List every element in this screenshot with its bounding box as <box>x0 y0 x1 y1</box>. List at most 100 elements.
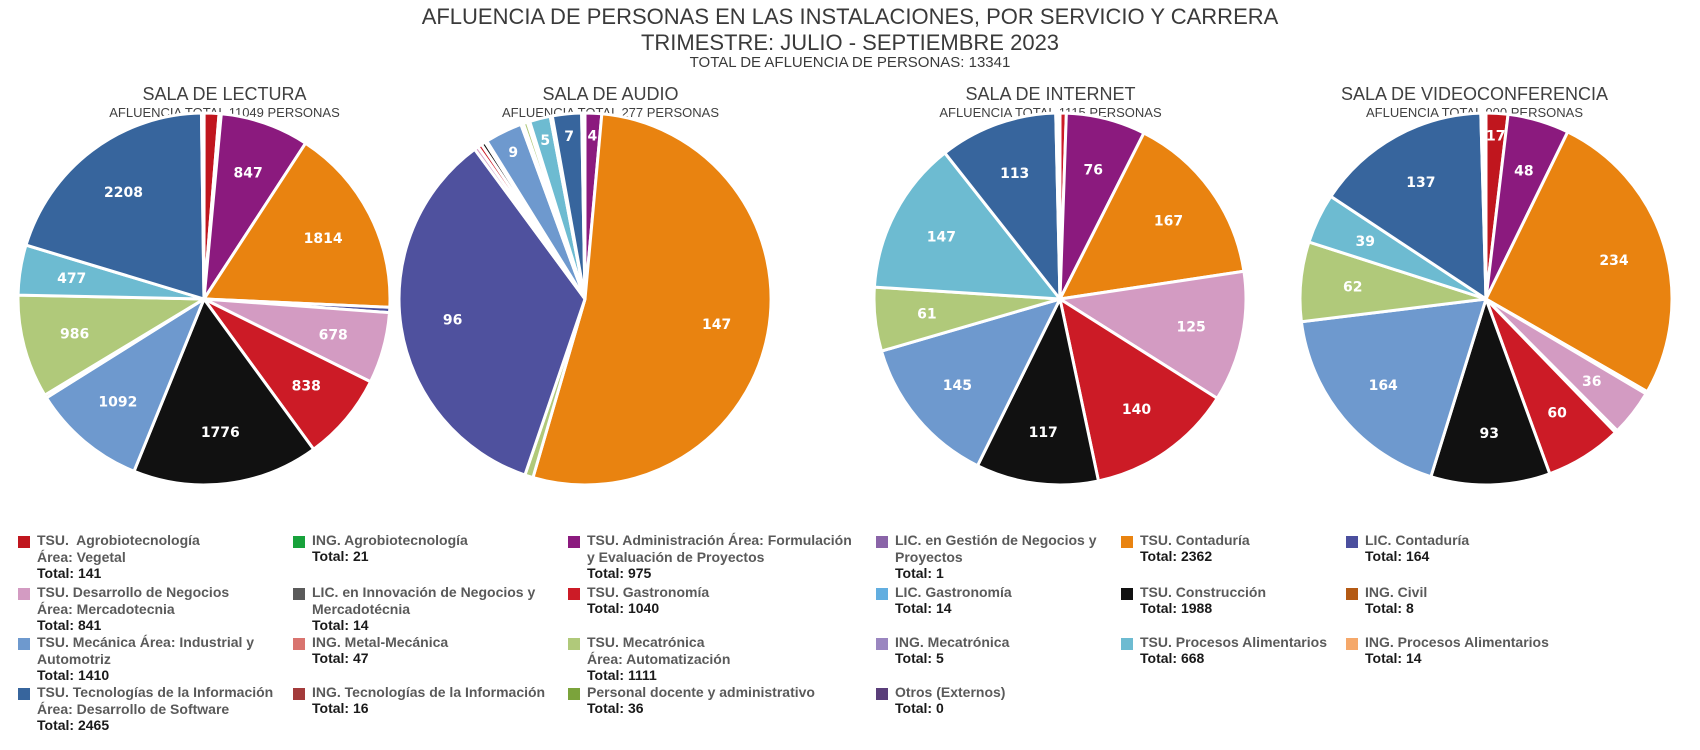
slice-label: 93 <box>1480 426 1499 442</box>
slice-label: 5 <box>540 133 550 149</box>
main-subtitle: TRIMESTRE: JULIO - SEPTIEMBRE 2023 <box>640 30 1060 55</box>
legend-total: Total: 14 <box>895 600 952 616</box>
legend-swatch <box>876 588 888 600</box>
pie-slice <box>24 111 206 302</box>
legend-total: Total: 1410 <box>37 667 110 683</box>
slice-label: 140 <box>1122 402 1151 418</box>
slice-label: 145 <box>943 378 972 394</box>
legend-label: LIC. en Gestión de Negocios y Proyectos <box>895 532 1097 565</box>
pie-slice <box>201 111 206 300</box>
legend-total: Total: 1 <box>895 565 944 581</box>
pie-svg: 17 48 234 36 60 93 164 62 39 137 <box>1298 111 1674 487</box>
slice-label: 113 <box>1000 166 1029 182</box>
pie-chart-sala-audio: SALA DE AUDIO AFLUENCIA TOTAL 277 PERSON… <box>398 84 823 524</box>
legend-swatch <box>293 536 305 548</box>
slice-label: 60 <box>1547 406 1567 422</box>
legend-total: Total: 2362 <box>1140 548 1213 564</box>
slice-label: 847 <box>233 166 262 182</box>
pie-slice <box>872 150 1064 301</box>
pie-svg: 4 147 96 9 5 7 <box>398 111 773 487</box>
legend-label: TSU. Mecatrónica Área: Automatización <box>587 634 731 667</box>
legend-total: Total: 141 <box>37 565 102 581</box>
slice-label: 9 <box>508 145 518 161</box>
chart-title: SALA DE VIDEOCONFERENCIA <box>1340 84 1609 104</box>
legend-total: Total: 14 <box>1365 650 1422 666</box>
pie-slice <box>132 295 316 487</box>
legend-swatch <box>293 688 305 700</box>
slice-label: 125 <box>1176 320 1205 336</box>
legend-total: Total: 668 <box>1140 650 1205 666</box>
pie-slice <box>879 296 1063 468</box>
legend-label: ING. Mecatrónica <box>895 634 1010 650</box>
legend-label: LIC. en Innovación de Negocios y Mercado… <box>312 584 536 617</box>
slice-label: 986 <box>60 327 89 343</box>
pie-svg: 847 1814 678 838 1776 1092 986 477 2208 <box>16 111 392 487</box>
slice-label: 39 <box>1356 234 1375 250</box>
slice-label: 36 <box>1582 374 1601 390</box>
legend-label: TSU. Construcción <box>1140 584 1267 600</box>
legend-total: Total: 1988 <box>1140 600 1213 616</box>
legend-label: TSU. Administración Área: Formulación y … <box>587 532 852 565</box>
legend-total: Total: 21 <box>312 548 369 564</box>
legend-total: Total: 5 <box>895 650 944 666</box>
main-title: AFLUENCIA DE PERSONAS EN LAS INSTALACION… <box>421 4 1279 29</box>
pie-chart-sala-lectura: SALA DE LECTURA AFLUENCIA TOTAL 11049 PE… <box>12 84 437 524</box>
legend-total: Total: 164 <box>1365 548 1430 564</box>
pie-slice <box>1481 111 1488 300</box>
legend-swatch <box>876 536 888 548</box>
legend-label: TSU. Procesos Alimentarios <box>1140 634 1327 650</box>
legend-total: Total: 975 <box>587 565 652 581</box>
legend-swatch <box>876 688 888 700</box>
slice-label: 17 <box>1486 129 1505 145</box>
pie-slice <box>1299 297 1489 479</box>
pie-slice <box>580 111 587 300</box>
legend-total: Total: 1111 <box>587 667 657 683</box>
legend-total: Total: 14 <box>312 617 369 633</box>
slice-label: 4 <box>588 129 598 145</box>
legend-total: Total: 841 <box>37 617 102 633</box>
legend-label: TSU. Desarrollo de Negocios Área: Mercad… <box>37 584 230 617</box>
legend: TSU. Agrobiotecnología Área: Vegetal Tota… <box>0 532 1700 750</box>
legend-total: Total: 16 <box>312 700 369 716</box>
pie-slice <box>1328 111 1488 302</box>
pie-slice <box>1057 295 1220 483</box>
legend-label: ING. Tecnologías de la Información <box>312 684 546 700</box>
legend-total: Total: 36 <box>587 700 644 716</box>
pie-slice <box>1056 111 1062 300</box>
slice-label: 678 <box>319 327 348 343</box>
slice-label: 147 <box>927 230 956 246</box>
slice-label: 137 <box>1406 175 1435 191</box>
legend-swatch <box>568 588 580 600</box>
pie-chart-sala-internet: SALA DE INTERNET AFLUENCIA TOTAL 1115 PE… <box>838 84 1263 524</box>
slice-label: 2208 <box>104 185 143 201</box>
legend-label: TSU. Tecnologías de la Información Área:… <box>37 684 274 717</box>
legend-label: TSU. Mecánica Área: Industrial y Automot… <box>37 634 255 667</box>
legend-total: Total: 47 <box>312 650 369 666</box>
legend-total: Total: 2465 <box>37 717 110 733</box>
legend-label: Personal docente y administrativo <box>587 684 815 700</box>
legend-label: Otros (Externos) <box>895 684 1006 700</box>
slice-label: 117 <box>1029 425 1058 441</box>
slice-label: 96 <box>443 312 462 328</box>
pie-slice <box>201 141 392 309</box>
chart-title: SALA DE INTERNET <box>965 84 1136 104</box>
legend-label: TSU. Contaduría <box>1140 532 1250 548</box>
legend-swatch <box>1346 638 1358 650</box>
legend-swatch <box>18 536 30 548</box>
legend-swatch <box>568 638 580 650</box>
legend-swatch <box>293 638 305 650</box>
pie-slice <box>1057 130 1246 301</box>
slice-label: 234 <box>1599 253 1628 269</box>
pie-slice <box>1484 129 1674 394</box>
legend-swatch <box>293 588 305 600</box>
pie-slice <box>1055 269 1248 401</box>
chart-title: SALA DE AUDIO <box>542 84 679 104</box>
pie-slice <box>398 147 587 477</box>
slice-label: 76 <box>1084 162 1103 178</box>
legend-swatch <box>1121 536 1133 548</box>
pie-slice <box>531 112 773 487</box>
pie-svg: 76 167 125 140 117 145 61 147 113 <box>872 111 1248 487</box>
legend-swatch <box>568 688 580 700</box>
slice-label: 1814 <box>304 231 343 247</box>
legend-label: TSU. Agrobiotecnología Área: Vegetal <box>37 532 200 565</box>
